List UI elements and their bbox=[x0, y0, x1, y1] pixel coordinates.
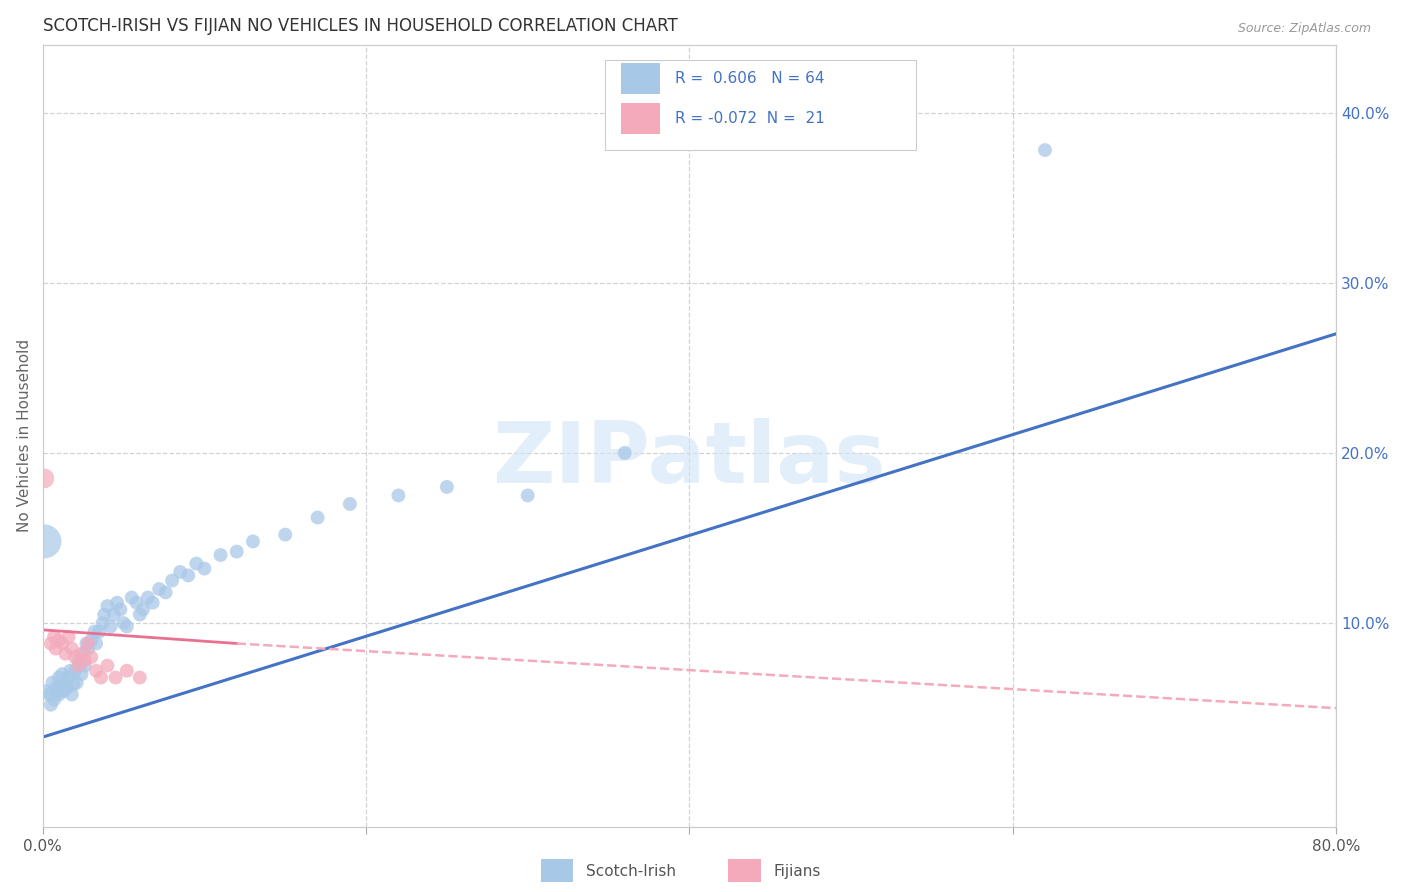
Point bbox=[73, 658, 96, 673]
Point bbox=[48, 671, 70, 685]
Point bbox=[1033, 143, 1056, 157]
Point bbox=[39, 698, 62, 712]
Text: SCOTCH-IRISH VS FIJIAN NO VEHICLES IN HOUSEHOLD CORRELATION CHART: SCOTCH-IRISH VS FIJIAN NO VEHICLES IN HO… bbox=[42, 17, 678, 35]
Point bbox=[67, 653, 90, 667]
Point bbox=[42, 630, 65, 644]
Bar bbox=[728, 859, 761, 882]
Point bbox=[155, 585, 177, 599]
Bar bbox=[621, 103, 659, 134]
Text: Scotch-Irish: Scotch-Irish bbox=[586, 863, 676, 879]
Point bbox=[58, 630, 80, 644]
Point bbox=[46, 684, 69, 698]
Point bbox=[169, 565, 191, 579]
Point bbox=[105, 596, 128, 610]
Bar bbox=[541, 859, 574, 882]
Point bbox=[80, 650, 103, 665]
Point bbox=[93, 607, 115, 622]
Text: R = -0.072  N =  21: R = -0.072 N = 21 bbox=[675, 111, 825, 126]
Point bbox=[83, 624, 105, 639]
Y-axis label: No Vehicles in Household: No Vehicles in Household bbox=[17, 339, 32, 533]
Point bbox=[49, 679, 72, 693]
Point bbox=[75, 636, 97, 650]
Point bbox=[91, 616, 114, 631]
Point bbox=[52, 684, 75, 698]
Point bbox=[69, 658, 91, 673]
Point bbox=[41, 675, 63, 690]
Point bbox=[84, 664, 107, 678]
Point bbox=[63, 664, 86, 678]
Point bbox=[103, 607, 125, 622]
Point bbox=[148, 582, 170, 596]
Point bbox=[142, 596, 165, 610]
Point bbox=[38, 688, 60, 702]
Point bbox=[136, 591, 159, 605]
Point bbox=[307, 510, 329, 524]
Point bbox=[60, 641, 83, 656]
FancyBboxPatch shape bbox=[606, 60, 915, 150]
Point bbox=[56, 681, 79, 695]
Point bbox=[96, 599, 118, 613]
Point bbox=[104, 671, 127, 685]
Point bbox=[60, 688, 83, 702]
Point bbox=[62, 677, 84, 691]
Point bbox=[35, 684, 58, 698]
Bar bbox=[621, 63, 659, 95]
Point bbox=[193, 561, 215, 575]
Point bbox=[42, 692, 65, 706]
Point bbox=[59, 664, 82, 678]
Point bbox=[274, 527, 297, 541]
Point bbox=[100, 619, 122, 633]
Text: R =  0.606   N = 64: R = 0.606 N = 64 bbox=[675, 71, 825, 87]
Point bbox=[51, 667, 73, 681]
Point bbox=[96, 658, 118, 673]
Point bbox=[225, 544, 247, 558]
Point bbox=[67, 658, 90, 673]
Point bbox=[125, 596, 148, 610]
Point bbox=[34, 471, 56, 485]
Point bbox=[128, 607, 150, 622]
Point bbox=[45, 681, 67, 695]
Point bbox=[209, 548, 232, 562]
Point bbox=[112, 616, 135, 631]
Point bbox=[51, 636, 73, 650]
Point bbox=[177, 568, 200, 582]
Point bbox=[242, 534, 264, 549]
Point bbox=[34, 534, 56, 549]
Point bbox=[55, 675, 77, 690]
Point bbox=[77, 636, 100, 650]
Point bbox=[72, 647, 94, 661]
Point bbox=[121, 591, 143, 605]
Point bbox=[70, 667, 93, 681]
Text: Fijians: Fijians bbox=[773, 863, 821, 879]
Point bbox=[66, 675, 89, 690]
Text: Source: ZipAtlas.com: Source: ZipAtlas.com bbox=[1237, 22, 1371, 36]
Point bbox=[73, 653, 96, 667]
Point bbox=[132, 602, 155, 616]
Point bbox=[110, 602, 132, 616]
Point bbox=[77, 641, 100, 656]
Point bbox=[436, 480, 458, 494]
Point bbox=[84, 636, 107, 650]
Point bbox=[516, 488, 538, 502]
Point bbox=[80, 633, 103, 648]
Text: ZIPatlas: ZIPatlas bbox=[492, 417, 886, 501]
Point bbox=[70, 647, 93, 661]
Point bbox=[63, 650, 86, 665]
Point bbox=[339, 497, 361, 511]
Point bbox=[128, 671, 150, 685]
Point bbox=[90, 671, 112, 685]
Point bbox=[45, 641, 67, 656]
Point bbox=[58, 671, 80, 685]
Point bbox=[48, 633, 70, 648]
Point bbox=[186, 557, 208, 571]
Point bbox=[39, 636, 62, 650]
Point bbox=[115, 619, 138, 633]
Point bbox=[55, 647, 77, 661]
Point bbox=[48, 688, 70, 702]
Point bbox=[115, 664, 138, 678]
Point bbox=[613, 446, 636, 460]
Point bbox=[160, 574, 183, 588]
Point bbox=[89, 624, 111, 639]
Point bbox=[387, 488, 409, 502]
